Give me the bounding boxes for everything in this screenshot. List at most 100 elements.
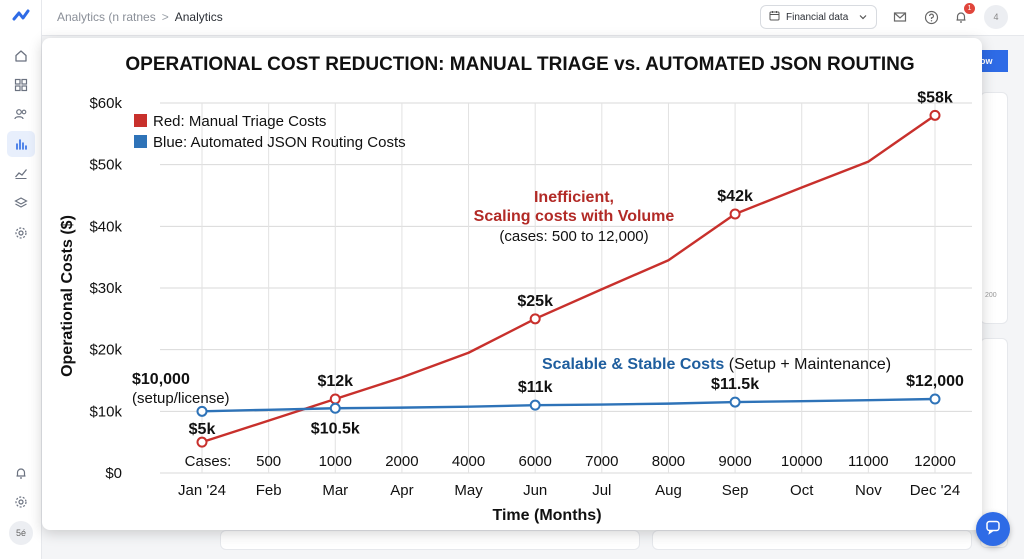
x-tick-label: Mar <box>322 482 348 499</box>
bell-icon[interactable] <box>11 463 31 483</box>
dataset-select-value: Financial data <box>786 11 849 23</box>
annotation-cases-range: (cases: 500 to 12,000) <box>499 228 648 245</box>
data-point-automated <box>196 405 208 417</box>
data-point-automated <box>529 399 541 411</box>
legend-swatch-automated <box>134 135 147 148</box>
data-point-manual <box>729 208 741 220</box>
x-tick-label: Aug <box>655 482 682 499</box>
y-tick-label: $10k <box>89 403 122 420</box>
data-point-manual <box>329 393 341 405</box>
data-label-manual: $5k <box>189 421 216 438</box>
calendar-icon <box>769 10 780 24</box>
chart-series <box>196 109 941 448</box>
breadcrumb-parent[interactable]: Analytics (n ratnes <box>57 10 156 24</box>
x-tick-label: May <box>454 482 483 499</box>
x-tick-label: Oct <box>790 482 814 499</box>
cases-row: Cases: 500 1000 2000 4000 6000 7000 8000 9000 100… <box>185 453 956 470</box>
cases-value: 500 <box>256 453 281 470</box>
layers-icon[interactable] <box>11 193 31 213</box>
y-tick-label: $0 <box>105 465 122 482</box>
data-label-automated: $12,000 <box>906 373 964 390</box>
annotation-scalable-bold: Scalable & Stable Costs <box>542 356 724 373</box>
help-icon[interactable] <box>921 7 941 27</box>
home-icon[interactable] <box>11 46 31 66</box>
cases-value: 10000 <box>781 453 823 470</box>
cases-value: 7000 <box>585 453 618 470</box>
data-point-automated <box>329 402 341 414</box>
settings-icon[interactable] <box>11 223 31 243</box>
top-bar: Analytics (n ratnes > Analytics Financia… <box>42 0 1024 36</box>
data-label-automated: $11k <box>518 379 553 396</box>
x-axis-ticks: Jan '24 Feb Mar Apr May Jun Jul Aug Sep Oct Nov Dec… <box>178 482 960 499</box>
sidebar: 5é <box>0 0 42 559</box>
x-tick-label: Apr <box>390 482 413 499</box>
background-card <box>980 92 1008 324</box>
cases-value: 12000 <box>914 453 956 470</box>
data-label-manual: $12k <box>317 373 353 390</box>
data-point-manual <box>929 109 941 121</box>
x-tick-label: Dec '24 <box>910 482 960 499</box>
breadcrumb: Analytics (n ratnes > Analytics <box>57 10 223 24</box>
notification-badge: 1 <box>964 3 975 14</box>
x-tick-label: Nov <box>855 482 882 499</box>
cases-value: 4000 <box>452 453 485 470</box>
y-axis-ticks: $0 $10k $20k $30k $40k $50k $60k <box>89 95 122 482</box>
y-axis-label: Operational Costs ($) <box>59 215 76 377</box>
data-point-manual <box>196 436 208 448</box>
y-tick-label: $20k <box>89 342 122 359</box>
breadcrumb-separator: > <box>161 10 169 24</box>
y-tick-label: $50k <box>89 157 122 174</box>
chat-icon <box>985 519 1001 540</box>
data-label-manual: $42k <box>717 188 753 205</box>
grid-icon[interactable] <box>11 75 31 95</box>
x-tick-label: Jan '24 <box>178 482 226 499</box>
bar-chart-icon[interactable] <box>7 131 35 157</box>
chart-title: OPERATIONAL COST REDUCTION: MANUAL TRIAG… <box>125 54 914 75</box>
data-labels: $5k $12k $25k $42k $58k $10.5k $11k $11.5k $12,0… <box>189 89 964 438</box>
chart-legend: Red: Manual Triage Costs Blue: Automated… <box>134 113 406 151</box>
annotation-scalable-rest: (Setup + Maintenance) <box>724 356 891 373</box>
notifications-bell-icon[interactable] <box>951 7 971 27</box>
annotation-inefficient: Inefficient, <box>534 189 614 206</box>
dataset-select[interactable]: Financial data <box>760 5 877 29</box>
x-tick-label: Jul <box>592 482 611 499</box>
background-axis-tick: 200 <box>985 292 997 299</box>
cases-value: 1000 <box>319 453 352 470</box>
background-panel-left <box>220 530 640 550</box>
cases-value: 9000 <box>718 453 751 470</box>
data-label-manual: $25k <box>517 293 553 310</box>
cases-value: 6000 <box>518 453 551 470</box>
mail-icon[interactable] <box>890 7 910 27</box>
data-label-automated: $10.5k <box>311 420 360 437</box>
chart-grid <box>160 102 972 474</box>
cases-value: 2000 <box>385 453 418 470</box>
series-line-manual <box>201 114 936 444</box>
user-avatar[interactable]: 4 <box>984 5 1008 29</box>
data-point-automated <box>729 396 741 408</box>
chart-card: OPERATIONAL COST REDUCTION: MANUAL TRIAG… <box>42 38 982 530</box>
data-point-manual <box>529 313 541 325</box>
legend-label-automated: Blue: Automated JSON Routing Costs <box>153 134 406 151</box>
app-logo-icon[interactable] <box>11 6 31 26</box>
x-tick-label: Sep <box>722 482 749 499</box>
background-primary-button[interactable]: ow <box>976 50 1008 72</box>
sidebar-avatar[interactable]: 5é <box>9 521 33 545</box>
gear-icon[interactable] <box>11 492 31 512</box>
legend-swatch-manual <box>134 114 147 127</box>
chevron-down-icon <box>858 12 868 25</box>
cases-value: 8000 <box>652 453 685 470</box>
data-label-manual: $58k <box>917 89 953 106</box>
cases-row-label: Cases: <box>185 453 232 470</box>
cost-chart: OPERATIONAL COST REDUCTION: MANUAL TRIAG… <box>59 54 972 524</box>
data-label-automated: $11.5k <box>711 376 759 393</box>
background-panel-right <box>652 530 972 550</box>
users-icon[interactable] <box>11 104 31 124</box>
y-tick-label: $60k <box>89 95 122 112</box>
legend-label-manual: Red: Manual Triage Costs <box>153 113 326 130</box>
chat-button[interactable] <box>976 512 1010 546</box>
annotation-scalable: Scalable & Stable Costs (Setup + Mainten… <box>542 356 891 373</box>
y-tick-label: $30k <box>89 280 122 297</box>
line-chart-icon[interactable] <box>11 163 31 183</box>
annotation-setup-note: (setup/license) <box>132 390 230 407</box>
y-tick-label: $40k <box>89 218 122 235</box>
